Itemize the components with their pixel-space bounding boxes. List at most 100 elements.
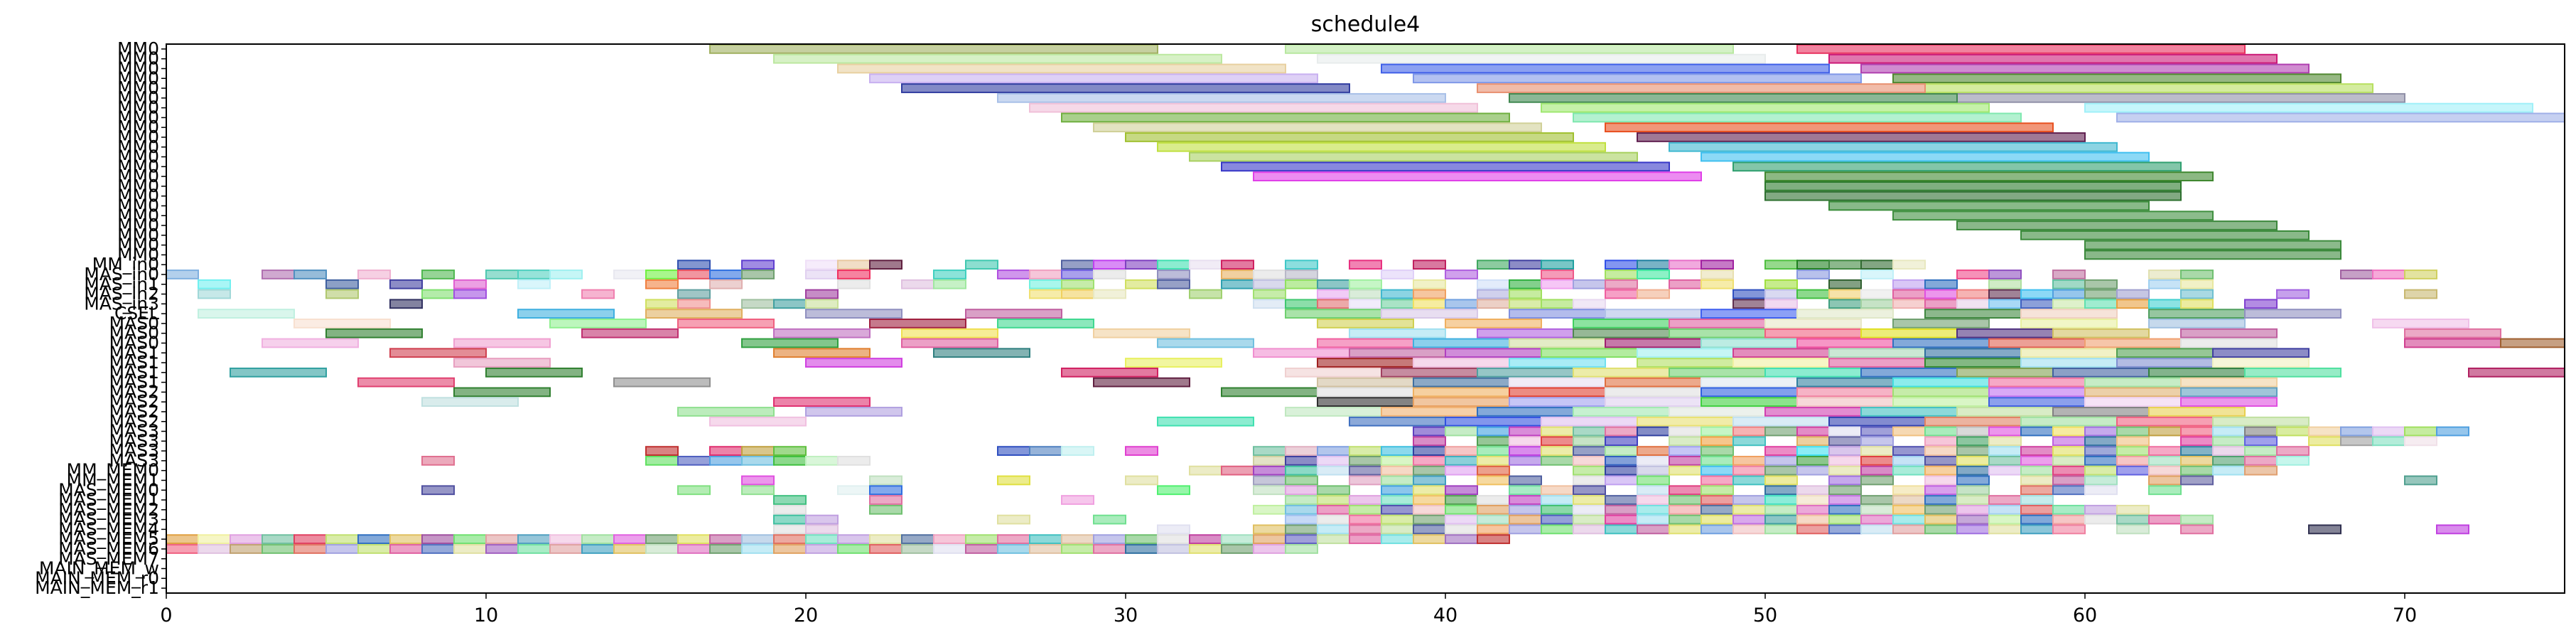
y-tick-label: MAS3 — [109, 430, 159, 451]
task-bar — [709, 279, 743, 289]
task-bar — [1892, 456, 1926, 466]
task-bar — [1701, 456, 1734, 466]
task-bar — [869, 534, 902, 545]
task-bar — [2020, 348, 2118, 358]
task-bar — [485, 270, 519, 279]
task-bar — [1317, 358, 1414, 368]
task-bar — [1605, 279, 1638, 289]
task-bar — [2180, 270, 2214, 279]
task-bar — [2052, 465, 2086, 476]
task-bar — [1860, 367, 1958, 378]
task-bar — [1988, 465, 2022, 476]
task-bar — [1828, 436, 1862, 447]
y-tick-label: MAS_in2 — [84, 284, 159, 304]
task-bar — [741, 338, 839, 348]
task-bar — [1285, 407, 1382, 417]
task-bar — [1221, 279, 1254, 289]
task-bar — [1285, 495, 1318, 505]
task-bar — [1509, 387, 1606, 398]
task-bar — [1860, 270, 1894, 279]
task-bar — [1445, 465, 1478, 476]
task-bar — [2244, 426, 2278, 437]
task-bar — [1509, 524, 1542, 535]
task-bar — [1349, 279, 1382, 289]
task-bar — [1764, 181, 2182, 191]
task-bar — [1381, 534, 1414, 545]
task-bar — [2148, 279, 2182, 289]
task-bar — [1860, 299, 1894, 309]
task-bar — [198, 279, 231, 289]
task-bar — [1828, 348, 1926, 358]
task-bar — [1477, 456, 1510, 466]
task-bar — [1349, 534, 1382, 545]
task-bar — [1924, 456, 1958, 466]
task-bar — [357, 534, 391, 545]
task-bar — [1605, 446, 1638, 457]
task-bar — [1988, 514, 2022, 525]
task-bar — [1157, 142, 1606, 152]
task-bar — [2404, 475, 2437, 486]
task-bar — [1892, 260, 1926, 270]
task-bar — [805, 309, 902, 319]
task-bar — [613, 270, 647, 279]
task-bar — [1924, 514, 1958, 525]
task-bar — [2180, 299, 2214, 309]
task-bar — [1860, 456, 1894, 466]
task-bar — [1796, 504, 1830, 515]
task-bar — [1892, 495, 1926, 505]
task-bar — [1764, 446, 1798, 457]
task-bar — [1796, 524, 1830, 535]
task-bar — [357, 377, 455, 388]
y-tick-label: MAS3 — [109, 440, 159, 461]
task-bar — [1093, 377, 1190, 388]
task-bar — [1285, 504, 1318, 515]
task-bar — [1221, 465, 1254, 476]
task-bar — [1477, 514, 1510, 525]
task-bar — [1349, 328, 1446, 338]
task-bar — [1605, 122, 2054, 133]
task-bar — [230, 534, 263, 545]
y-tick-label: MAS2 — [109, 401, 159, 422]
task-bar — [1828, 485, 1862, 496]
task-bar — [2116, 456, 2150, 466]
task-bar — [1956, 220, 2278, 230]
task-bar — [1285, 446, 1318, 457]
task-bar — [1061, 289, 1094, 299]
task-bar — [1860, 328, 1958, 338]
task-bar — [2116, 504, 2150, 515]
task-bar — [773, 504, 807, 515]
y-tick-label: MAS_MEM3 — [58, 509, 159, 530]
task-bar — [1413, 260, 1446, 270]
task-bar — [1796, 260, 1830, 270]
task-bar — [1956, 270, 1990, 279]
task-bar — [325, 544, 359, 554]
task-bar — [773, 456, 807, 466]
task-bar — [1764, 407, 1862, 417]
y-tick-label: MAS2 — [109, 381, 159, 402]
task-bar — [1892, 377, 1990, 388]
task-bar — [1413, 514, 1446, 525]
task-bar — [1253, 456, 1286, 466]
task-bar — [1764, 465, 1798, 476]
y-tick-label: MM0 — [117, 107, 159, 127]
task-bar — [166, 544, 199, 554]
task-bar — [2404, 338, 2501, 348]
task-bar — [1605, 524, 1638, 535]
y-tick-label: MAS_MEM7 — [58, 548, 159, 569]
task-bar — [2020, 319, 2118, 329]
task-bar — [2020, 495, 2054, 505]
task-bar — [2276, 426, 2310, 437]
task-bar — [1956, 485, 1990, 496]
task-bar — [1285, 270, 1318, 279]
task-bar — [805, 534, 839, 545]
task-bar — [1828, 514, 1862, 525]
task-bar — [1349, 456, 1382, 466]
task-bar — [198, 309, 295, 319]
task-bar — [1637, 416, 1734, 427]
task-bar — [1988, 524, 2022, 535]
task-bar — [1541, 102, 1990, 113]
task-bar — [2020, 289, 2054, 299]
task-bar — [1701, 426, 1734, 437]
task-bar — [1189, 465, 1222, 476]
task-bar — [741, 534, 775, 545]
